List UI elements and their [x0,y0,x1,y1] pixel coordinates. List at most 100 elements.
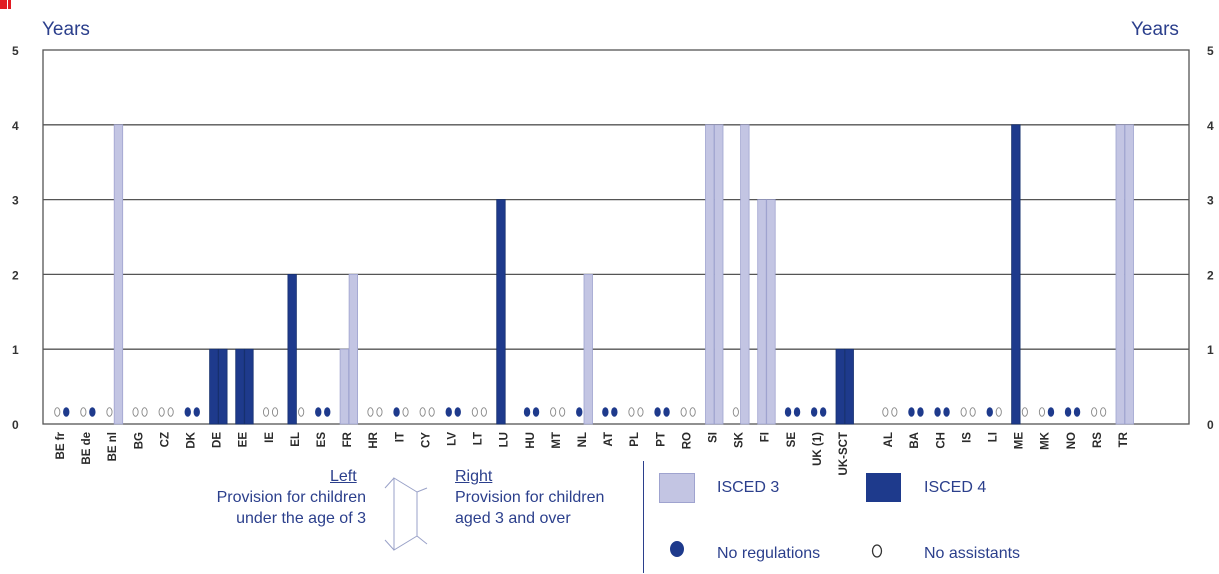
x-tick-label: DE [212,432,224,448]
no-regulations-marker [532,407,540,417]
no-assistants-marker [271,407,279,417]
y-tick-label-left: 1 [12,343,19,357]
no-regulations-marker [934,407,941,417]
x-tick-label: NL [577,432,589,447]
corner-mark-2 [8,0,11,9]
no-regulations-marker [1064,407,1072,417]
no-assistants-marker [960,407,967,417]
no-regulations-marker [917,407,924,417]
x-tick-label: MK [1040,431,1052,450]
bar [705,124,715,425]
x-tick-label: FI [760,432,772,442]
no-assistants-marker [471,407,478,417]
no-regulations-marker [523,407,531,417]
x-tick-label: RO [681,432,693,449]
x-tick-label: ES [316,432,328,448]
legend-right-line2: aged 3 and over [455,510,571,527]
bar [113,124,124,425]
no-assistants-marker [132,407,139,417]
isced3-label: ISCED 3 [717,479,780,496]
x-tick-label: ME [1014,432,1026,450]
no-regulations-marker [315,407,322,417]
no-regulations-marker [184,407,191,417]
isced3-swatch [659,473,695,503]
isced4-swatch [866,473,901,502]
no-assistants-marker [689,407,696,417]
no-assistants-marker [402,407,409,417]
no-assistants-marker [1091,407,1098,417]
no-assistants-marker [882,407,889,417]
no-regulations-marker [663,407,670,417]
no-regulations-marker [654,407,661,417]
no-regulations-marker [454,407,461,417]
y-tick-label-left: 5 [12,44,19,58]
x-tick-label: LT [473,432,485,445]
bar [844,348,854,425]
no-assistants-marker [80,407,87,417]
bar [339,348,350,425]
x-tick-label: FR [342,431,354,447]
x-tick-label: CY [420,432,432,448]
legend-divider [643,461,644,573]
bar [740,124,750,425]
bar [496,199,506,425]
bar [1124,124,1134,425]
no-regulations-marker [1047,407,1055,417]
bar [218,348,228,425]
no-regulations-marker [943,407,950,417]
no-regulations-marker [324,407,331,417]
y-tick-label-right: 1 [1207,343,1214,357]
bar [835,348,845,425]
x-tick-label: SK [734,431,746,448]
no-assistants-marker [1038,407,1045,417]
no-regulations-label: No regulations [717,545,821,562]
x-tick-label: BA [909,432,921,449]
bar [244,348,254,425]
no-regulations-marker [193,407,200,417]
no-assistants-marker [995,407,1002,417]
no-assistants-ring-icon [871,544,883,558]
no-regulations-marker [810,407,818,417]
no-assistants-marker [637,407,644,417]
no-regulations-marker [576,407,583,417]
y-axis-label-right: Years [1131,19,1179,40]
bar [583,273,593,425]
x-tick-label: AL [883,432,895,447]
x-tick-label: LU [499,432,511,447]
no-regulations-marker [1073,407,1081,417]
y-tick-label-left: 2 [12,268,19,282]
y-tick-label-left: 3 [12,194,19,208]
no-assistants-label: No assistants [924,545,1021,562]
corner-mark [0,0,7,9]
no-assistants-marker [550,407,557,417]
x-tick-label: SE [786,432,798,448]
no-assistants-marker [367,407,374,417]
x-tick-label: UK (1) [812,432,824,466]
x-tick-label: LV [447,432,459,446]
x-tick-label: BE fr [55,431,67,459]
legend-right-title: Right [455,468,493,485]
no-assistants-marker [1021,407,1028,417]
x-tick-label: EL [290,432,302,447]
x-tick-label: AT [603,432,615,446]
no-assistants-marker [732,407,739,417]
bar [1011,124,1021,425]
bar [766,199,776,425]
x-tick-label: LI [988,432,1000,442]
no-assistants-marker [1100,407,1107,417]
no-assistants-marker [298,407,305,417]
no-assistants-marker [376,407,383,417]
no-assistants-marker [106,407,113,417]
legend-left-line2: under the age of 3 [236,510,366,527]
no-regulations-marker [784,407,792,417]
x-tick-label: SI [708,432,720,443]
y-tick-label-left: 0 [12,418,19,432]
x-tick-label: TR [1118,431,1130,447]
y-tick-label-left: 4 [12,119,19,133]
no-assistants-marker [158,407,165,417]
x-tick-label: BE nl [107,432,119,461]
isced4-label: ISCED 4 [924,479,987,496]
no-regulations-marker [89,407,96,417]
x-tick-label: BE de [81,432,93,465]
no-regulations-marker [602,407,609,417]
